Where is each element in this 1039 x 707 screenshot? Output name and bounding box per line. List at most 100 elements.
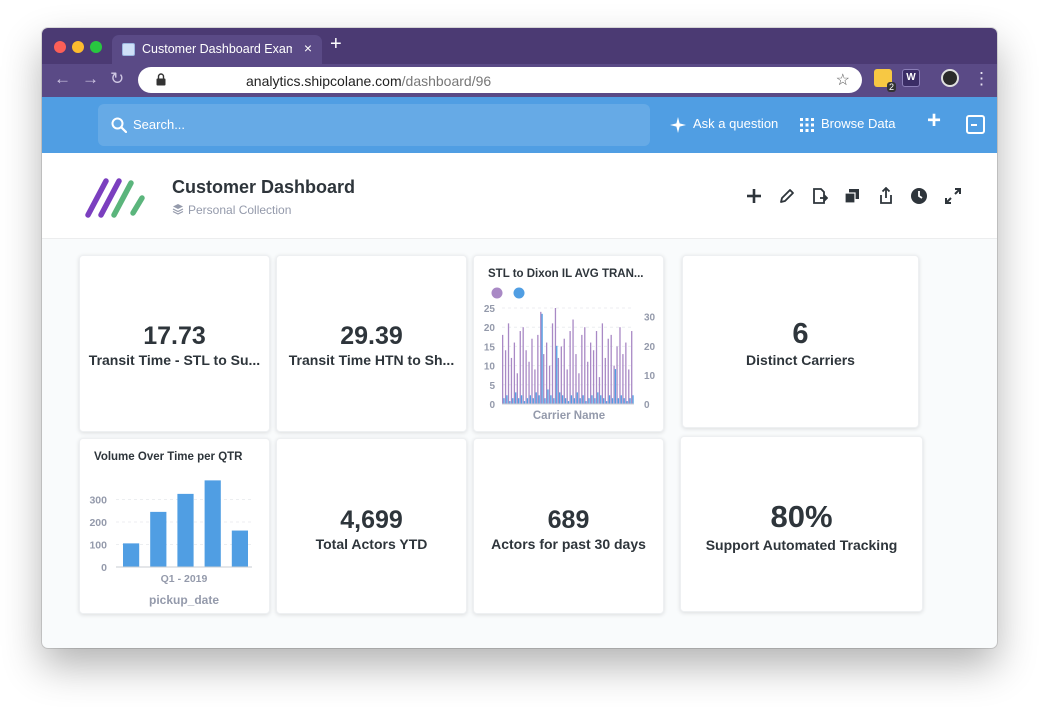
- bar: [525, 350, 527, 404]
- y-tick-label: 200: [89, 517, 107, 529]
- grid-icon: [800, 118, 814, 132]
- bar: [534, 369, 536, 404]
- scalar-label: Transit Time - STL to Su...: [88, 352, 261, 368]
- maximize-window-button[interactable]: [90, 41, 102, 53]
- search-bar[interactable]: Search...: [98, 104, 650, 146]
- bar: [523, 401, 526, 404]
- card-automated-tracking[interactable]: 80% Support Automated Tracking: [680, 436, 923, 612]
- close-tab-icon[interactable]: ×: [303, 40, 312, 56]
- close-window-button[interactable]: [54, 41, 66, 53]
- bar: [504, 350, 507, 404]
- bar: [594, 398, 596, 404]
- share-icon[interactable]: [877, 187, 895, 205]
- bar: [529, 395, 531, 404]
- bar: [537, 334, 539, 404]
- bar: [605, 401, 608, 404]
- add-question-plus-icon[interactable]: [745, 187, 763, 205]
- bar: [506, 395, 508, 404]
- chart-title: Volume Over Time per QTR: [94, 451, 243, 463]
- add-text-card-icon[interactable]: [810, 187, 828, 205]
- browse-data-link[interactable]: Browse Data: [821, 116, 896, 131]
- sql-editor-icon[interactable]: [966, 115, 985, 134]
- scalar-value: 6: [792, 318, 809, 350]
- bar: [546, 342, 548, 404]
- bar: [502, 334, 504, 404]
- chart-title: STL to Dixon IL AVG TRAN...: [488, 268, 644, 280]
- card-transit-time-htn[interactable]: 29.39 Transit Time HTN to Sh...: [276, 255, 467, 432]
- bar: [515, 392, 517, 404]
- bar: [610, 334, 612, 404]
- card-transit-time-stl[interactable]: 17.73 Transit Time - STL to Su...: [79, 255, 270, 432]
- bar: [595, 331, 598, 404]
- x-tick-label: Q1 - 2019: [161, 573, 208, 585]
- scalar-value: 17.73: [143, 322, 206, 350]
- card-volume-over-time[interactable]: Volume Over Time per QTR 0 100 200 300 Q1 - …: [79, 438, 270, 614]
- bar: [590, 342, 592, 404]
- scalar-value: 29.39: [340, 322, 403, 350]
- bar: [526, 398, 529, 404]
- bar: [538, 395, 540, 404]
- bar: [520, 395, 523, 404]
- bar: [592, 350, 595, 404]
- scalar-label: Total Actors YTD: [315, 536, 428, 552]
- url-text: analytics.shipcolane.com/dashboard/96: [246, 73, 491, 89]
- bar: [522, 327, 524, 404]
- scalar-value: 4,699: [340, 506, 403, 534]
- browser-toolbar: ← → ↻ analytics.shipcolane.com/dashboard…: [42, 64, 997, 97]
- bar: [600, 395, 602, 404]
- right-y-tick-label: 20: [644, 342, 656, 353]
- bar: [517, 398, 520, 404]
- minimize-window-button[interactable]: [72, 41, 84, 53]
- reload-icon[interactable]: ↻: [110, 69, 125, 88]
- profile-avatar[interactable]: [941, 69, 959, 87]
- bar: [588, 398, 590, 404]
- extension-w-icon[interactable]: W: [902, 69, 920, 87]
- fullscreen-expand-icon[interactable]: [944, 187, 962, 205]
- bar: [503, 398, 505, 404]
- legend-dot-2: [513, 287, 525, 299]
- legend-dot-1: [491, 287, 503, 299]
- bar: [581, 334, 583, 404]
- bar: [584, 327, 586, 404]
- card-stl-dixon-chart[interactable]: STL to Dixon IL AVG TRAN... 0 5 10 15 20 25 0 1…: [473, 255, 664, 432]
- bar: [614, 369, 617, 404]
- search-icon: [111, 117, 127, 133]
- bar: [625, 342, 627, 404]
- bar: [603, 398, 605, 404]
- extension-notes-icon[interactable]: 2: [874, 69, 896, 92]
- volume-bar-chart: 0 100 200 300 Q1 - 2019 pickup_date: [89, 480, 252, 607]
- browser-tab[interactable]: Customer Dashboard Example ×: [112, 35, 322, 64]
- y-tick-label: 0: [101, 562, 107, 574]
- bar: [629, 398, 631, 404]
- duplicate-icon[interactable]: [843, 187, 861, 205]
- scalar-label: Actors for past 30 days: [491, 536, 646, 552]
- ask-question-link[interactable]: Ask a question: [693, 116, 779, 131]
- auto-refresh-clock-icon[interactable]: [910, 187, 928, 205]
- scalar-value: 80%: [770, 499, 833, 534]
- card-total-actors-ytd[interactable]: 4,699 Total Actors YTD: [276, 438, 467, 614]
- forward-icon[interactable]: →: [82, 69, 99, 88]
- bar: [572, 319, 574, 404]
- bar: [532, 398, 534, 404]
- dashboard-header: Customer Dashboard Personal Collection: [42, 153, 997, 239]
- app-nav-bar: Search... Ask a question Browse Data +: [42, 97, 997, 153]
- address-bar[interactable]: analytics.shipcolane.com/dashboard/96 ☆: [138, 67, 862, 93]
- bar: [569, 331, 571, 404]
- card-distinct-carriers[interactable]: 6 Distinct Carriers: [682, 255, 919, 428]
- bookmark-star-icon[interactable]: ☆: [835, 72, 850, 89]
- edit-pencil-icon[interactable]: [778, 187, 796, 205]
- bar: [573, 398, 575, 404]
- x-axis-label: Carrier Name: [533, 410, 605, 422]
- bar: [509, 401, 511, 404]
- scalar-label: Distinct Carriers: [746, 352, 855, 368]
- new-item-plus-icon[interactable]: +: [927, 107, 942, 134]
- new-tab-button[interactable]: +: [330, 33, 342, 55]
- browser-menu-icon[interactable]: ⋮: [973, 69, 990, 88]
- back-icon[interactable]: ←: [54, 69, 71, 88]
- bar: [563, 338, 565, 404]
- collection-link[interactable]: Personal Collection: [188, 203, 292, 217]
- tab-title: Customer Dashboard Example: [142, 42, 292, 56]
- card-actors-past-30[interactable]: 689 Actors for past 30 days: [473, 438, 664, 614]
- right-y-tick-label: 0: [644, 400, 650, 411]
- bar: [604, 357, 606, 404]
